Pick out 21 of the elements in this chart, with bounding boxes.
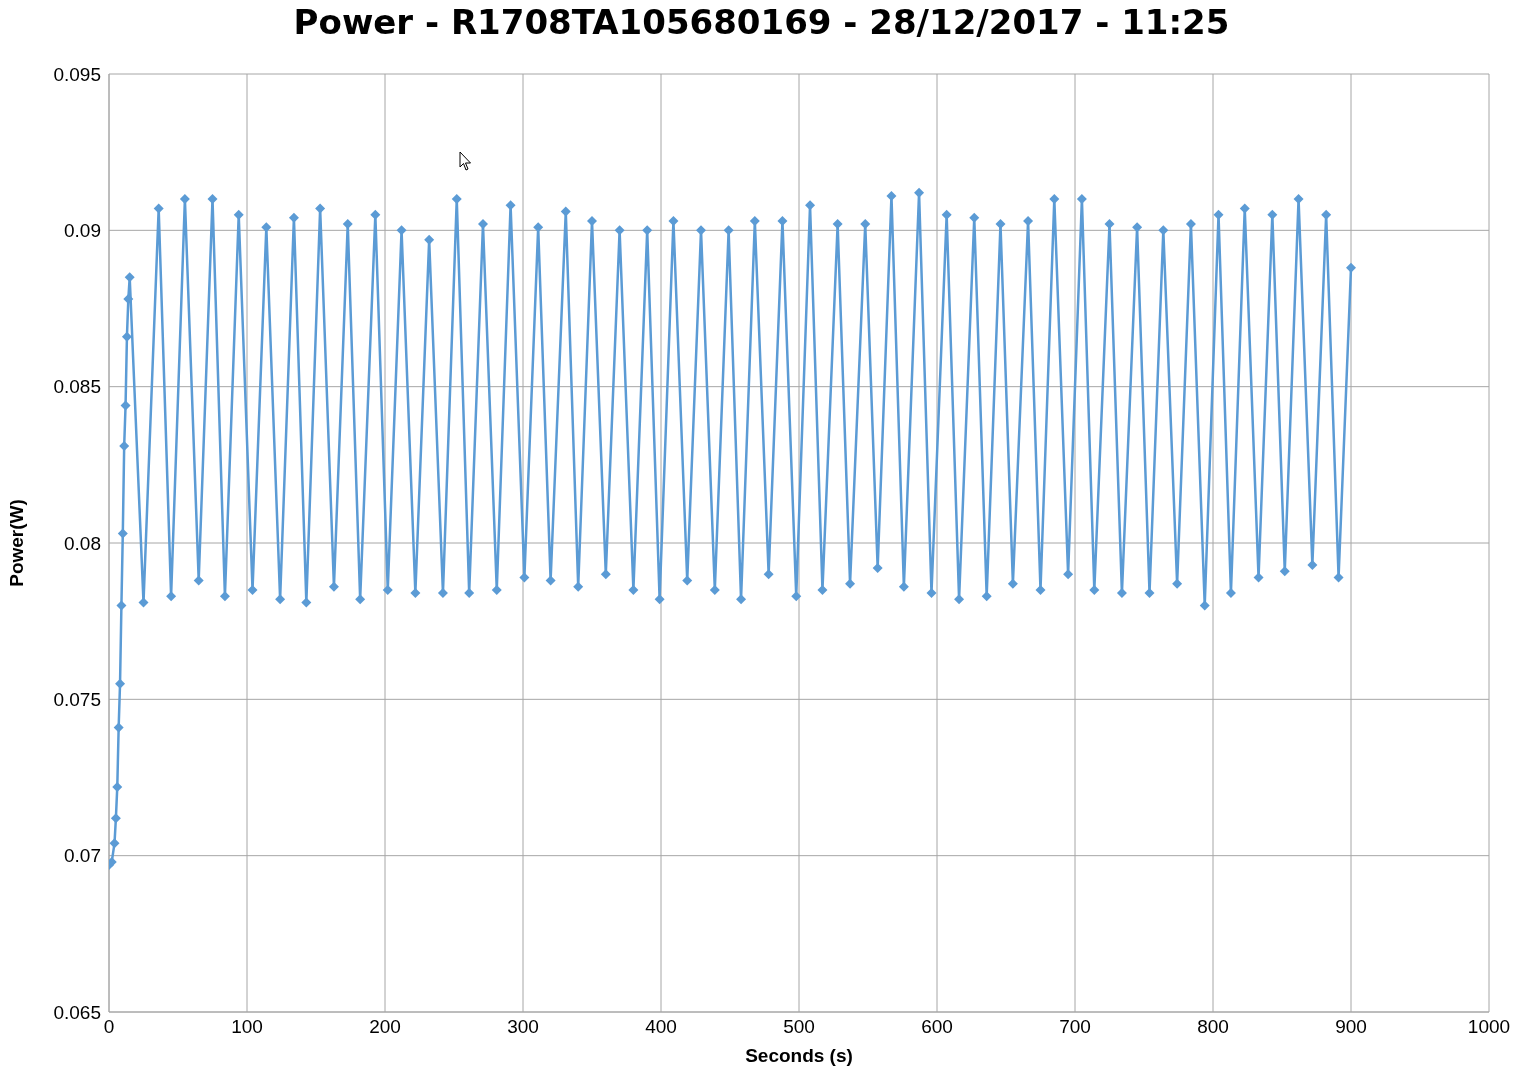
x-tick-label: 0 [103, 1016, 115, 1038]
x-tick-label: 300 [507, 1016, 539, 1038]
x-axis-title: Seconds (s) [745, 1045, 853, 1066]
x-tick-label: 400 [645, 1016, 677, 1038]
x-tick-label: 100 [231, 1016, 263, 1038]
x-tick-label: 800 [1197, 1016, 1229, 1038]
x-tick-label: 900 [1335, 1016, 1367, 1038]
x-tick-label: 200 [369, 1016, 401, 1038]
y-tick-label: 0.065 [53, 1001, 101, 1023]
chart-title: Power - R1708TA105680169 - 28/12/2017 - 11:25 [292, 2, 1231, 42]
x-tick-label: 500 [783, 1016, 815, 1038]
y-tick-label: 0.08 [64, 532, 101, 554]
x-tick-label: 1000 [1467, 1016, 1511, 1038]
y-tick-label: 0.07 [64, 845, 101, 867]
y-tick-label: 0.085 [53, 376, 101, 398]
y-tick-label: 0.09 [64, 220, 101, 242]
y-tick-label: 0.075 [53, 689, 101, 711]
y-axis-title: Power(W) [5, 499, 27, 587]
x-tick-label: 600 [921, 1016, 953, 1038]
x-tick-label: 700 [1059, 1016, 1091, 1038]
y-tick-label: 0.095 [53, 63, 101, 85]
